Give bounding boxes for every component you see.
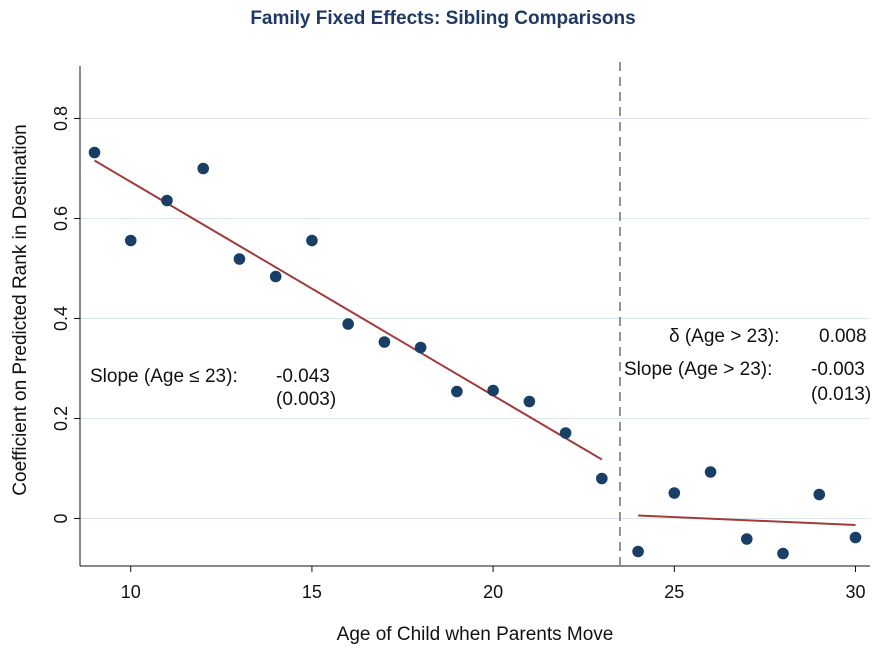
data-point <box>88 146 101 159</box>
axis-ticks: 0 0.2 0.4 0.6 0.8 10 15 20 25 30 <box>51 106 866 602</box>
y-axis-label: Coefficient on Predicted Rank in Destina… <box>10 124 31 495</box>
x-tick-label: 30 <box>845 582 865 602</box>
data-point <box>668 487 681 499</box>
data-point <box>813 488 826 501</box>
y-tick-label: 0 <box>51 513 71 523</box>
delta-label: δ (Age > 23): <box>669 326 779 347</box>
chart-title: Family Fixed Effects: Sibling Comparison… <box>250 8 635 29</box>
data-point <box>849 531 862 544</box>
right-slope-value: -0.003 <box>811 359 865 380</box>
data-point <box>233 253 246 265</box>
data-points <box>88 146 862 560</box>
left-slope-se: (0.003) <box>276 389 336 410</box>
right-slope-label: Slope (Age > 23): <box>624 359 772 380</box>
data-point <box>451 385 463 398</box>
gridlines <box>80 118 870 519</box>
x-tick-label: 10 <box>121 582 141 602</box>
fit-line <box>93 159 603 461</box>
x-tick-label: 15 <box>302 582 322 602</box>
data-point <box>378 336 391 348</box>
y-tick-label: 0.2 <box>51 406 71 431</box>
x-tick-label: 20 <box>483 582 503 602</box>
data-point <box>487 384 499 397</box>
right-slope-se: (0.013) <box>811 384 871 405</box>
x-tick-label: 25 <box>664 582 684 602</box>
data-point <box>559 427 572 439</box>
delta-value: 0.008 <box>819 326 867 347</box>
data-point <box>306 234 318 247</box>
data-point <box>523 395 536 408</box>
y-tick-label: 0.8 <box>51 106 71 131</box>
left-slope-value: -0.043 <box>276 366 330 387</box>
data-point <box>596 472 608 485</box>
data-point <box>161 194 173 207</box>
data-point <box>124 234 137 247</box>
fit-line <box>638 514 856 526</box>
fit-lines <box>93 159 856 526</box>
data-point <box>704 466 717 478</box>
data-point <box>632 545 644 558</box>
x-axis-label: Age of Child when Parents Move <box>337 624 614 645</box>
y-tick-label: 0.6 <box>51 206 71 231</box>
y-tick-label: 0.4 <box>51 306 71 331</box>
data-point <box>777 547 789 560</box>
left-slope-label: Slope (Age ≤ 23): <box>90 366 238 387</box>
data-point <box>740 533 753 545</box>
data-point <box>197 162 210 175</box>
data-point <box>269 270 282 283</box>
data-point <box>414 341 427 354</box>
data-point <box>342 318 354 330</box>
